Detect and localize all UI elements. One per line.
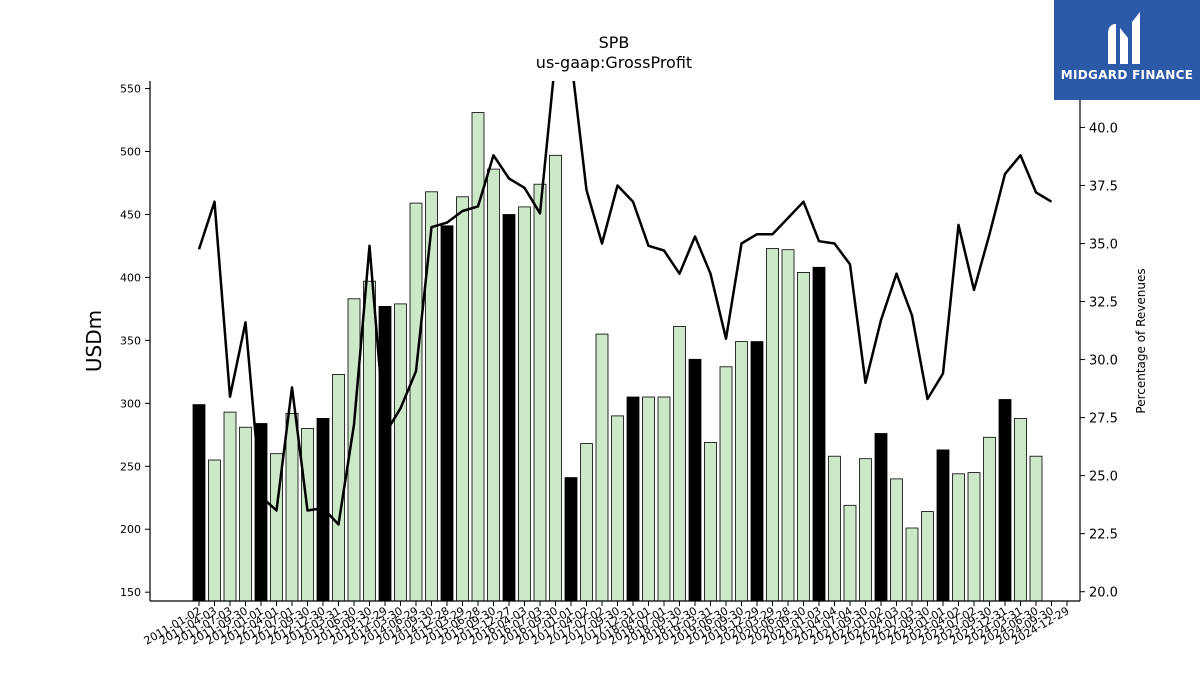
chart-title: SPB (599, 33, 630, 52)
bar (549, 154, 562, 602)
bar (192, 404, 206, 602)
bar (487, 168, 500, 602)
bar (580, 443, 593, 602)
margin-line (197, 81, 1053, 526)
bar (890, 478, 903, 602)
y-tick-label: 200 (120, 523, 141, 536)
bar (704, 441, 717, 602)
bar (936, 449, 950, 602)
bar (952, 473, 965, 602)
bar (285, 412, 299, 602)
bar (208, 459, 221, 602)
bar (239, 426, 252, 602)
bar (301, 428, 314, 602)
bar (921, 511, 934, 602)
bar (657, 396, 671, 602)
y2-tick-label: 35.0 (1089, 238, 1118, 253)
y-tick-label: 400 (120, 271, 141, 284)
y-tick-label: 450 (120, 208, 141, 221)
bar (1014, 417, 1027, 602)
bar (611, 415, 624, 602)
y2-tick-label: 40.0 (1089, 121, 1118, 136)
bar (998, 399, 1012, 602)
bar (409, 202, 423, 602)
bar (564, 477, 578, 602)
brand-logo: MIDGARD FINANCE (1054, 0, 1200, 100)
y-tick-label: 500 (120, 146, 141, 159)
bar (518, 206, 531, 602)
bar (905, 527, 919, 602)
bar (502, 214, 516, 602)
logo-mark-icon (1108, 12, 1140, 64)
bar (843, 504, 857, 602)
bar (626, 396, 640, 602)
logo-text: MIDGARD FINANCE (1060, 68, 1194, 82)
bar (967, 472, 981, 602)
bar (983, 436, 996, 602)
bar (688, 358, 702, 602)
y-tick-label: 250 (120, 460, 141, 473)
y2-tick-label: 37.5 (1089, 179, 1118, 194)
y2-tick-label: 32.5 (1089, 296, 1118, 311)
y2-tick-label: 20.0 (1089, 586, 1118, 601)
bar (874, 433, 888, 602)
bar (425, 191, 438, 602)
bar (533, 183, 547, 602)
y2-tick-label: 22.5 (1089, 528, 1118, 543)
bar (719, 366, 733, 602)
bar (781, 249, 795, 602)
bar (363, 280, 376, 602)
bar (766, 248, 779, 602)
bar (471, 112, 485, 602)
y-axis-label: USDm (82, 310, 106, 372)
bar (812, 266, 826, 602)
bar (673, 326, 686, 602)
bar (332, 373, 345, 602)
bar (1029, 455, 1043, 602)
y2-tick-label: 25.0 (1089, 470, 1118, 485)
bar (735, 341, 748, 602)
y2-axis-label: Percentage of Revenues (1134, 268, 1148, 413)
bar (223, 411, 237, 602)
bar (456, 196, 469, 602)
y2-tick-label: 30.0 (1089, 354, 1118, 369)
bar (828, 455, 841, 602)
y-tick-label: 350 (120, 334, 141, 347)
chart-subtitle: us-gaap:GrossProfit (536, 53, 692, 72)
bar (859, 458, 872, 602)
y2-tick-label: 27.5 (1089, 412, 1118, 427)
bar (750, 341, 764, 602)
plot-area: 150 200 250 300 350 400 450 500 550 20.0 22.5 25.0 2… (120, 81, 1118, 648)
bar (394, 303, 407, 602)
bar (378, 305, 392, 602)
y-tick-label: 300 (120, 397, 141, 410)
y-tick-label: 150 (120, 586, 141, 599)
bar (642, 396, 655, 602)
bar (440, 225, 454, 602)
bar (595, 333, 609, 602)
bar (797, 271, 810, 602)
y-tick-label: 550 (120, 83, 141, 96)
